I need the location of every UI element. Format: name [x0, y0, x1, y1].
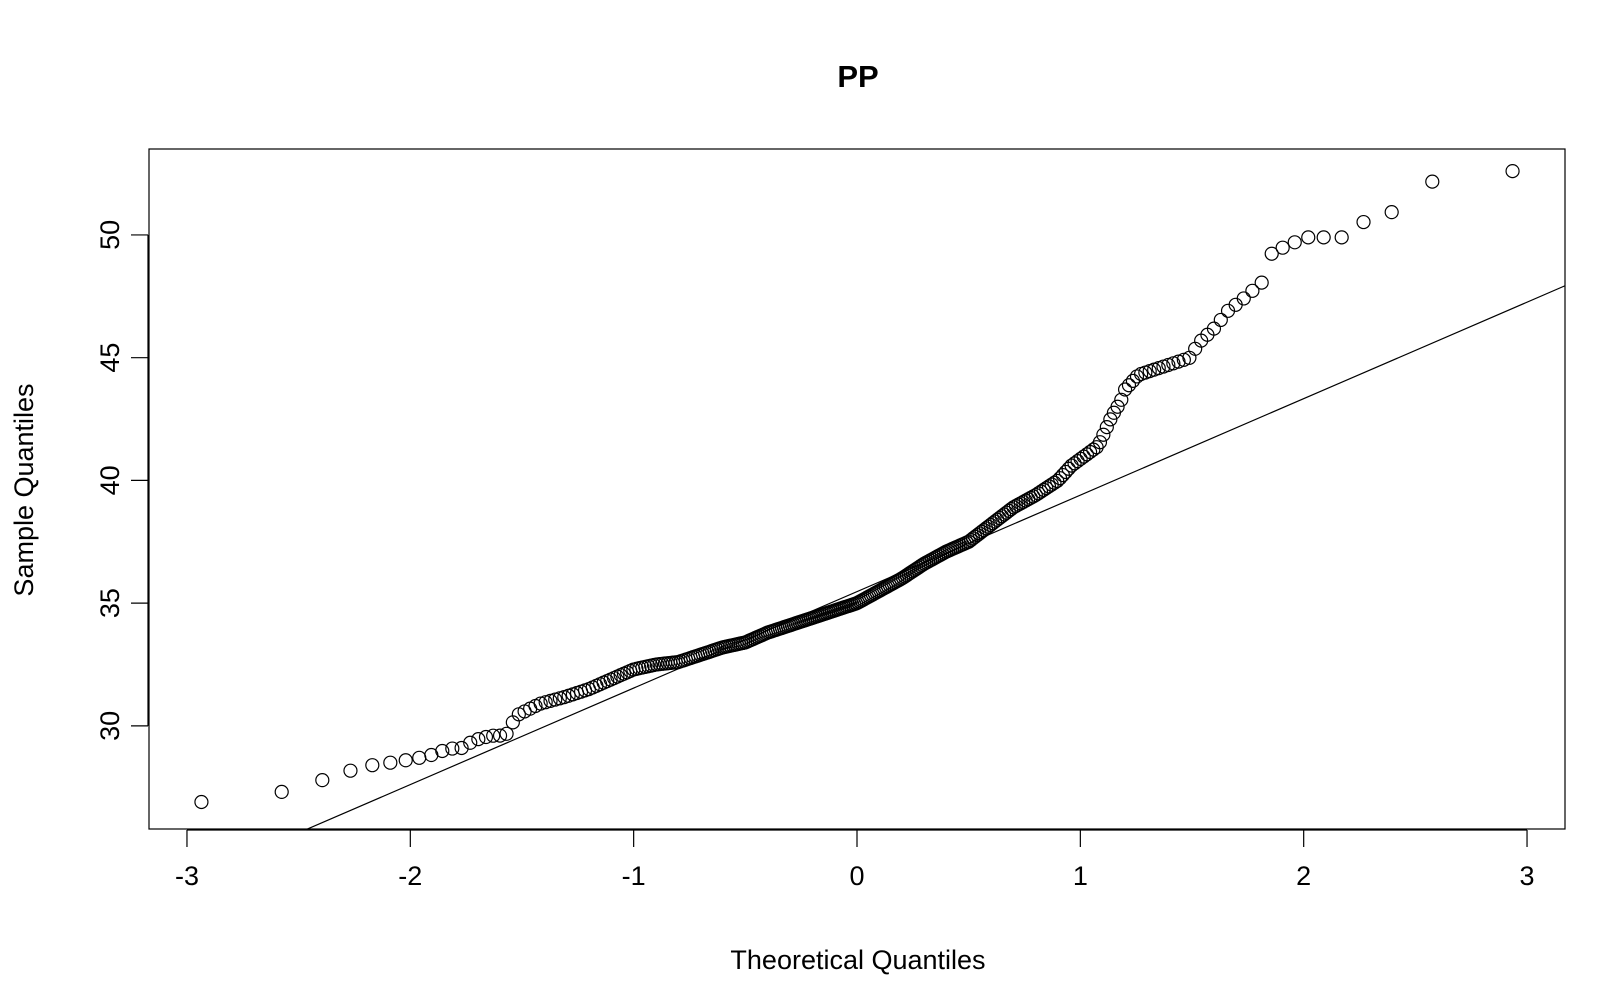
- data-point: [1213, 312, 1228, 328]
- x-axis-title: Theoretical Quantiles: [730, 945, 985, 975]
- data-point: [552, 691, 567, 706]
- data-point: [533, 696, 548, 711]
- data-point: [1117, 382, 1133, 397]
- data-point: [557, 689, 572, 705]
- data-point: [1047, 475, 1062, 490]
- data-point: [1092, 435, 1108, 450]
- data-point: [1176, 352, 1191, 367]
- data-point: [274, 784, 289, 800]
- data-point: [1129, 369, 1145, 384]
- x-tick-label: -1: [622, 861, 646, 891]
- x-tick-label: 0: [849, 861, 864, 891]
- data-point: [1356, 214, 1371, 230]
- chart-title: PP: [837, 59, 878, 94]
- y-axis-title: Sample Quantiles: [9, 383, 39, 596]
- data-point: [492, 728, 508, 743]
- data-point: [548, 692, 563, 707]
- data-point: [1171, 354, 1186, 369]
- data-point: [454, 740, 469, 756]
- x-tick-label: -2: [398, 861, 422, 891]
- data-point: [1334, 230, 1349, 245]
- data-point: [398, 753, 413, 768]
- data-point: [1245, 283, 1260, 298]
- y-tick-label: 40: [95, 465, 125, 495]
- data-point: [999, 505, 1014, 520]
- x-axis: -3 -2 -1 0 1 2 3: [175, 829, 1535, 891]
- x-tick-label: -3: [175, 861, 199, 891]
- data-point: [445, 741, 460, 756]
- data-point: [997, 507, 1012, 522]
- data-point: [1384, 205, 1399, 220]
- data-point: [1316, 230, 1331, 245]
- data-point: [194, 794, 209, 810]
- data-point: [1425, 174, 1440, 189]
- data-point: [478, 729, 494, 745]
- data-point: [1096, 427, 1111, 442]
- data-point: [471, 732, 486, 747]
- data-point: [383, 755, 398, 770]
- data-point: [1114, 392, 1129, 407]
- data-point: [1254, 275, 1269, 290]
- data-point: [486, 728, 501, 743]
- data-point: [315, 773, 330, 788]
- x-tick-label: 3: [1520, 861, 1535, 891]
- plot-frame: [148, 148, 1566, 830]
- y-tick-label: 45: [95, 343, 125, 373]
- data-point: [1287, 235, 1302, 250]
- data-point: [1236, 291, 1251, 306]
- data-point: [1264, 246, 1279, 261]
- data-point: [365, 758, 380, 773]
- y-tick-label: 30: [95, 711, 125, 741]
- data-point: [412, 750, 427, 765]
- data-point: [1206, 321, 1222, 336]
- x-tick-label: 2: [1296, 861, 1311, 891]
- x-tick-label: 1: [1073, 861, 1088, 891]
- y-tick-label: 35: [95, 588, 125, 618]
- data-point: [499, 726, 514, 741]
- data-point: [1099, 420, 1114, 435]
- reference-line: [305, 285, 1565, 829]
- data-point: [435, 743, 450, 759]
- data-point: [1121, 378, 1137, 393]
- data-point: [1505, 163, 1520, 179]
- data-point: [1301, 230, 1316, 245]
- data-point: [343, 763, 358, 778]
- data-points: [194, 163, 1520, 810]
- data-point: [1103, 412, 1118, 427]
- data-point: [463, 735, 478, 750]
- y-axis: 30 35 40 45 50: [95, 220, 149, 741]
- data-point: [1275, 240, 1290, 255]
- y-tick-label: 50: [95, 220, 125, 250]
- data-point: [1110, 399, 1125, 414]
- data-point: [1125, 373, 1141, 388]
